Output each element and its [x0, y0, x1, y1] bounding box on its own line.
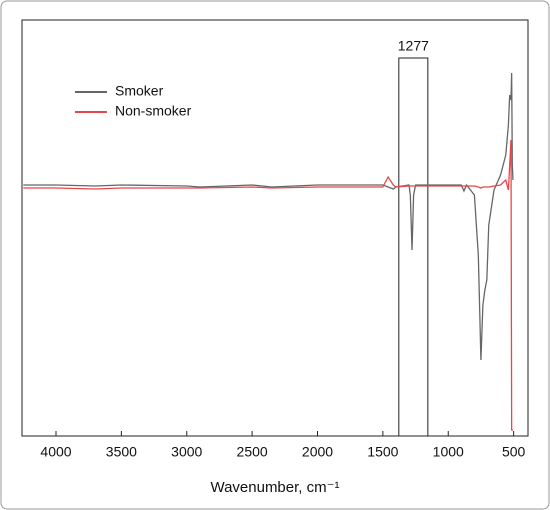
x-tick-label: 2000 — [302, 444, 333, 460]
annotation-box — [398, 57, 429, 437]
x-tick-label: 1000 — [433, 444, 464, 460]
series-line — [23, 72, 514, 361]
legend-label: Smoker — [115, 83, 164, 99]
x-tick-label: 3500 — [106, 444, 137, 460]
x-tick-label: 1500 — [367, 444, 398, 460]
legend-label: Non-smoker — [115, 103, 192, 119]
x-tick-label: 4000 — [40, 444, 71, 460]
x-tick-label: 2500 — [237, 444, 268, 460]
x-axis-label: Wavenumber, cm⁻¹ — [210, 479, 339, 496]
series-line — [23, 139, 513, 431]
x-tick-label: 3000 — [171, 444, 202, 460]
annotation-label: 1277 — [398, 38, 429, 54]
plot-frame — [21, 19, 529, 437]
x-tick-label: 500 — [502, 444, 526, 460]
